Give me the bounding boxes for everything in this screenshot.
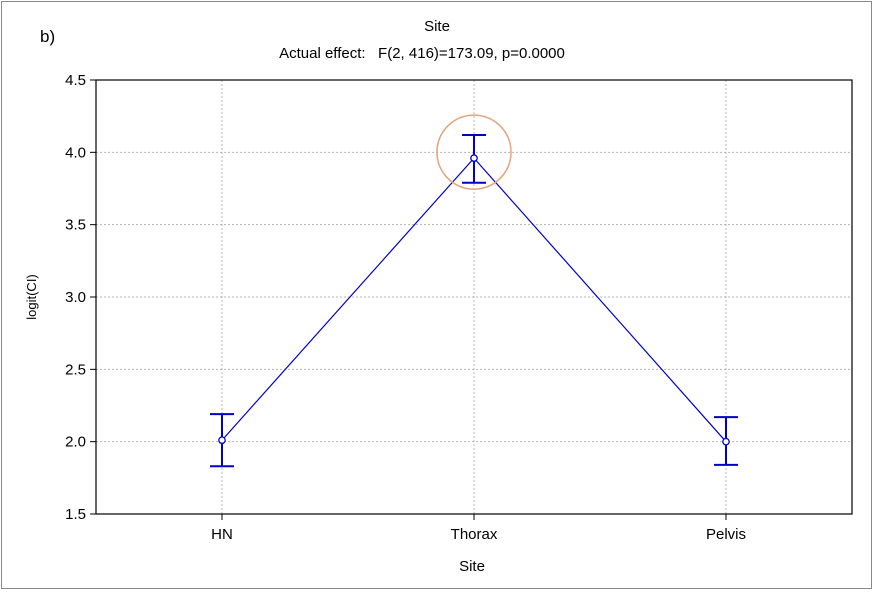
y-tick-label: 4.0 xyxy=(65,144,86,161)
axis-ticks: 1.5 2.0 2.5 3.0 3.5 4.0 4.5 HN Thorax Pelvis xyxy=(65,72,746,543)
plot-border xyxy=(95,79,853,515)
data-point xyxy=(218,436,226,445)
series xyxy=(210,114,738,468)
y-tick-label: 3.0 xyxy=(65,289,86,306)
chart-subtitle: Actual effect: F(2, 416)=173.09, p=0.000… xyxy=(279,45,565,62)
y-axis-label: logit(CI) xyxy=(24,274,39,320)
x-tick-label: Thorax xyxy=(451,526,498,543)
panel-label: b) xyxy=(40,27,55,46)
x-tick-label: HN xyxy=(211,526,233,543)
y-tick-label: 2.0 xyxy=(65,434,86,451)
x-tick-label: Pelvis xyxy=(706,526,746,543)
y-tick-label: 2.5 xyxy=(65,361,86,378)
y-tick-label: 3.5 xyxy=(65,217,86,234)
data-point xyxy=(470,154,478,162)
highlight-circle xyxy=(436,114,512,190)
x-axis-label: Site xyxy=(459,558,485,575)
y-tick-label: 1.5 xyxy=(65,506,86,523)
data-point xyxy=(722,437,730,446)
chart-title: Site xyxy=(424,18,450,35)
y-tick-label: 4.5 xyxy=(65,72,86,89)
